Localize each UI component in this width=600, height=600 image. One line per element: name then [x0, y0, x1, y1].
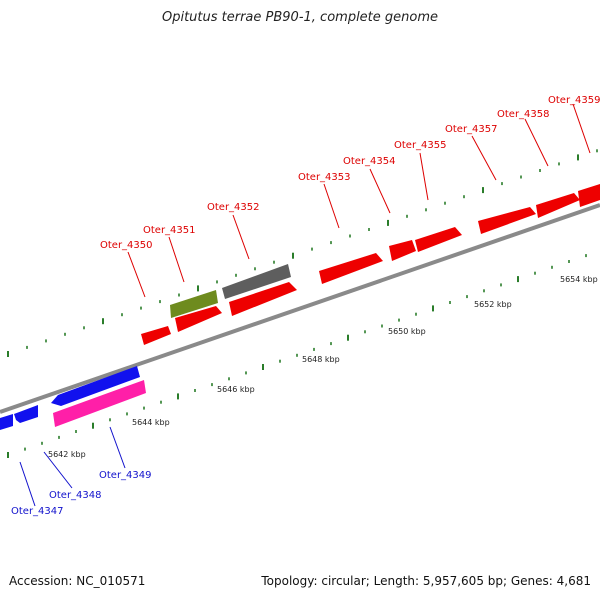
genome-summary: Topology: circular; Length: 5,957,605 bp…	[261, 574, 591, 588]
gene-oter-4349-upper[interactable]	[51, 366, 140, 406]
gene-oter-4358[interactable]	[536, 193, 580, 218]
gene-label-oter-4357[interactable]: Oter_4357	[445, 124, 498, 135]
scale-labels: 5642 kbp 5644 kbp 5646 kbp 5648 kbp 5650…	[48, 275, 598, 459]
tick-rows	[7, 149, 598, 458]
gene-label-oter-4355[interactable]: Oter_4355	[394, 140, 447, 151]
gene-oter-4353[interactable]	[319, 253, 383, 284]
scale-label: 5652 kbp	[474, 300, 512, 309]
accession-label: Accession: NC_010571	[9, 574, 146, 588]
scale-label: 5642 kbp	[48, 450, 86, 459]
gene-label-oter-4359[interactable]: Oter_4359	[548, 95, 600, 106]
gene-label-oter-4349[interactable]: Oter_4349	[99, 470, 152, 481]
gene-oter-4352[interactable]	[229, 282, 297, 316]
gene-features	[0, 184, 600, 430]
gene-oter-4357[interactable]	[478, 207, 536, 234]
gene-oter-4351[interactable]	[175, 306, 222, 332]
scale-label: 5644 kbp	[132, 418, 170, 427]
gene-gray[interactable]	[222, 264, 291, 299]
scale-label: 5648 kbp	[302, 355, 340, 364]
gene-pink[interactable]	[53, 380, 146, 427]
gene-oter-4350[interactable]	[141, 326, 171, 345]
scale-label: 5650 kbp	[388, 327, 426, 336]
gene-oter-4359[interactable]	[578, 184, 600, 207]
gene-oter-4354[interactable]	[389, 240, 416, 261]
gene-label-oter-4358[interactable]: Oter_4358	[497, 109, 550, 120]
gene-label-oter-4352[interactable]: Oter_4352	[207, 202, 260, 213]
gene-label-oter-4351[interactable]: Oter_4351	[143, 225, 196, 236]
gene-labels: Oter_4350 Oter_4351 Oter_4352 Oter_4353 …	[11, 95, 600, 517]
gene-label-oter-4348[interactable]: Oter_4348	[49, 490, 102, 501]
gene-oter-4355[interactable]	[415, 227, 462, 252]
gene-oter-4348[interactable]	[14, 405, 38, 423]
backbone-line	[0, 203, 600, 414]
gene-label-oter-4353[interactable]: Oter_4353	[298, 172, 351, 183]
gene-label-oter-4347[interactable]: Oter_4347	[11, 506, 64, 517]
gene-label-oter-4354[interactable]: Oter_4354	[343, 156, 396, 167]
gene-olive[interactable]	[170, 290, 218, 318]
scale-label: 5654 kbp	[560, 275, 598, 284]
gene-oter-4347[interactable]	[0, 414, 13, 430]
map-title: Opitutus terrae PB90-1, complete genome	[161, 10, 439, 25]
gene-label-oter-4350[interactable]: Oter_4350	[100, 240, 153, 251]
scale-label: 5646 kbp	[217, 385, 255, 394]
leader-lines	[19, 103, 591, 507]
